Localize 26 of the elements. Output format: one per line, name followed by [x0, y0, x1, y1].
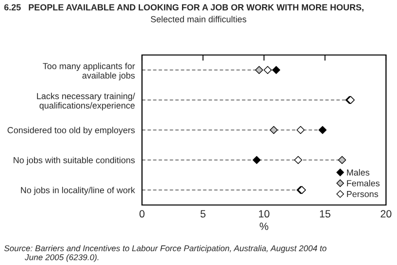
y-tick-label: No jobs with suitable conditions — [14, 156, 135, 165]
legend-label: Persons — [347, 191, 378, 198]
legend-label: Females — [347, 180, 380, 186]
x-tick-label: 15 — [320, 210, 330, 218]
point — [255, 66, 264, 74]
chart-title: 6.25 PEOPLE AVAILABLE AND LOOKING FOR A JOB OR WORK WITH MORE HOURS, — [4, 4, 364, 12]
point — [338, 156, 346, 164]
y-tick-label: Lacks necessary training/ qualifications/experience — [37, 92, 136, 110]
y-tick-label: Too many applicants for available jobs — [42, 62, 135, 80]
point — [272, 66, 280, 74]
point — [264, 66, 272, 74]
x-tick-label: 0 — [140, 210, 144, 218]
x-axis-title: % — [260, 222, 268, 230]
point — [318, 126, 327, 134]
x-tick-label: 20 — [380, 210, 392, 218]
chart-subtitle: Selected main difficulties — [150, 16, 246, 22]
y-tick-label: No jobs in locality/line of work — [21, 186, 136, 195]
source-note: Source: Barriers and Incentives to Labour Force Participation, Australia, August 2004 to June 2005 (6239.0). — [4, 245, 326, 262]
point — [294, 156, 302, 164]
x-tick-label: 5 — [200, 210, 206, 218]
legend-label: Males — [347, 169, 370, 176]
point — [296, 126, 305, 134]
x-tick-label: 10 — [259, 210, 270, 218]
point — [252, 156, 261, 164]
y-tick-label: Considered too old by employers — [8, 126, 135, 135]
point — [270, 126, 278, 134]
